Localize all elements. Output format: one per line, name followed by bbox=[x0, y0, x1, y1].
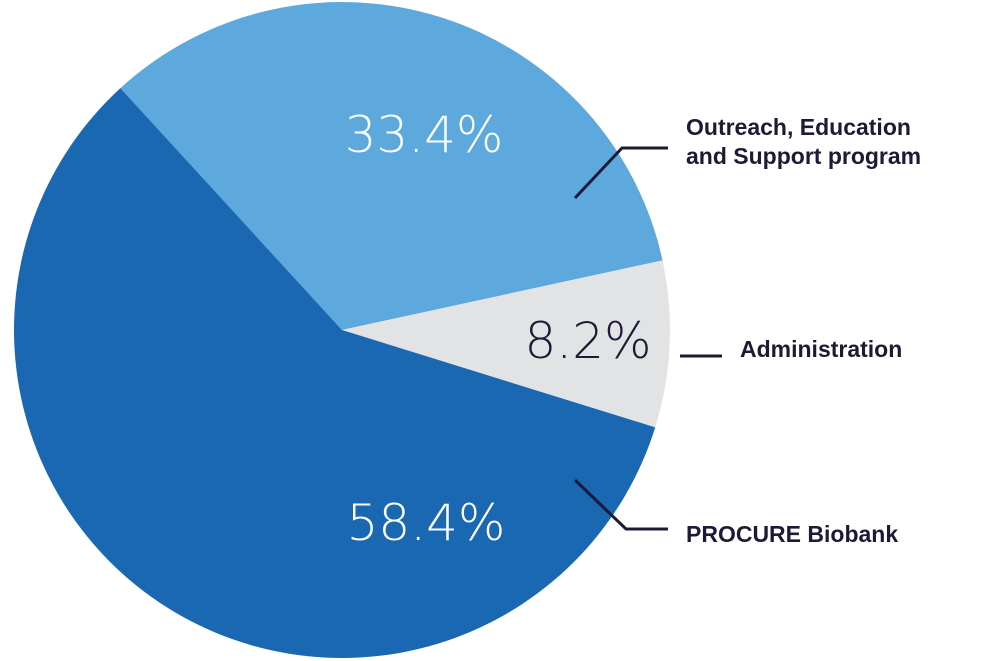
slice-value-label: 33.4% bbox=[345, 106, 504, 164]
callouts: Outreach, Education and Support program Ad… bbox=[573, 114, 921, 547]
slice-name-label: Administration bbox=[740, 336, 902, 362]
callout-line bbox=[573, 146, 668, 200]
callout-line bbox=[573, 478, 668, 531]
slice-name-label: Outreach, Education and Support program bbox=[686, 114, 921, 169]
pie-slices bbox=[14, 1, 671, 659]
slice-value-label: 8.2% bbox=[524, 312, 651, 370]
pie-slice-0 bbox=[120, 1, 663, 330]
percentage-labels: 33.4% 8.2% 58.4% bbox=[345, 106, 652, 552]
pie-slice-1 bbox=[342, 260, 671, 428]
slice-value-label: 58.4% bbox=[347, 494, 506, 552]
slice-name-label: PROCURE Biobank bbox=[686, 521, 898, 547]
pie-slice-2 bbox=[14, 88, 656, 659]
